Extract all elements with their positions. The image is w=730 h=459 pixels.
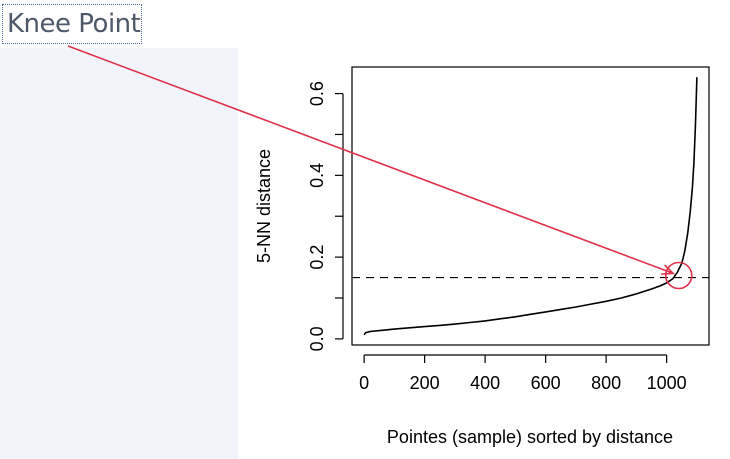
- distance-curve: [363, 77, 698, 336]
- plot-panel: [238, 48, 730, 459]
- knee-point-label: Knee Point: [2, 4, 142, 44]
- y-tick-label: 0.4: [307, 163, 327, 188]
- header-band: [0, 0, 730, 48]
- knee-point-circle: [664, 261, 693, 290]
- y-tick-label: 0.2: [307, 245, 327, 270]
- x-tick-label: 200: [410, 373, 440, 393]
- axis-ticks: 0 200 400 600 800 1000 0.0 0.2 0.4 0.6: [307, 81, 687, 393]
- y-tick-label: 0.0: [307, 326, 327, 351]
- x-tick-label: 800: [591, 373, 621, 393]
- x-tick-label: 400: [470, 373, 500, 393]
- annotation-arrow: [67, 45, 674, 275]
- plot-frame: [351, 66, 710, 346]
- y-tick-label: 0.6: [307, 81, 327, 106]
- x-tick-label: 0: [359, 373, 369, 393]
- x-axis-title: Pointes (sample) sorted by distance: [387, 427, 673, 447]
- x-tick-label: 600: [531, 373, 561, 393]
- annotation-arrow-head: [661, 264, 675, 275]
- y-axis-title: 5-NN distance: [254, 149, 274, 263]
- x-tick-label: 1000: [647, 373, 687, 393]
